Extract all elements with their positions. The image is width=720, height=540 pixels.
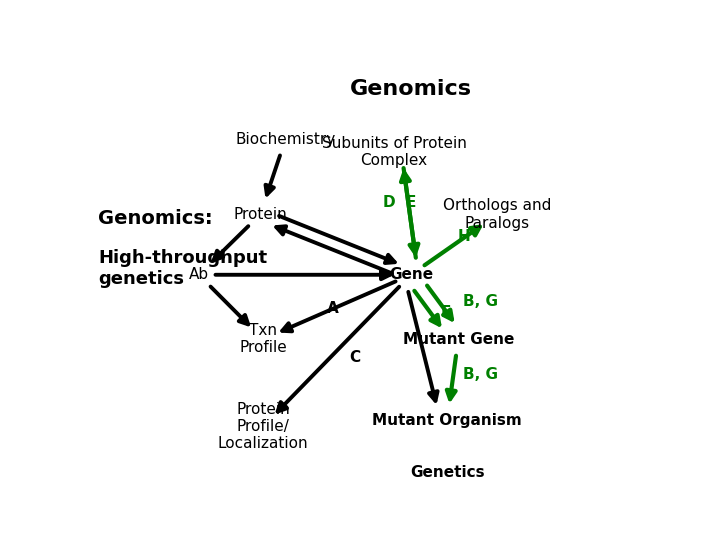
Text: Txn
Profile: Txn Profile (239, 323, 287, 355)
Text: High-throughput
genetics: High-throughput genetics (99, 249, 268, 288)
Text: Gene: Gene (389, 267, 433, 282)
Text: Mutant Organism: Mutant Organism (372, 413, 522, 428)
Text: C: C (349, 350, 361, 366)
Text: D: D (382, 194, 395, 210)
Text: Genetics: Genetics (410, 465, 485, 480)
Text: Mutant Gene: Mutant Gene (402, 332, 514, 347)
Text: Protein: Protein (233, 207, 287, 222)
Text: Subunits of Protein
Complex: Subunits of Protein Complex (322, 136, 467, 168)
Text: Genomics:: Genomics: (99, 209, 213, 228)
Text: Genomics: Genomics (350, 79, 472, 99)
Text: B, G: B, G (463, 294, 498, 309)
Text: Protein
Profile/
Localization: Protein Profile/ Localization (217, 402, 308, 451)
Text: B, G: B, G (463, 367, 498, 382)
Text: Orthologs and
Paralogs: Orthologs and Paralogs (443, 198, 552, 231)
Text: E: E (405, 194, 416, 210)
Text: Biochemistry: Biochemistry (235, 132, 336, 147)
Text: F: F (440, 305, 451, 320)
Text: Ab: Ab (189, 267, 209, 282)
Text: A: A (327, 301, 338, 315)
Text: H: H (457, 229, 470, 244)
